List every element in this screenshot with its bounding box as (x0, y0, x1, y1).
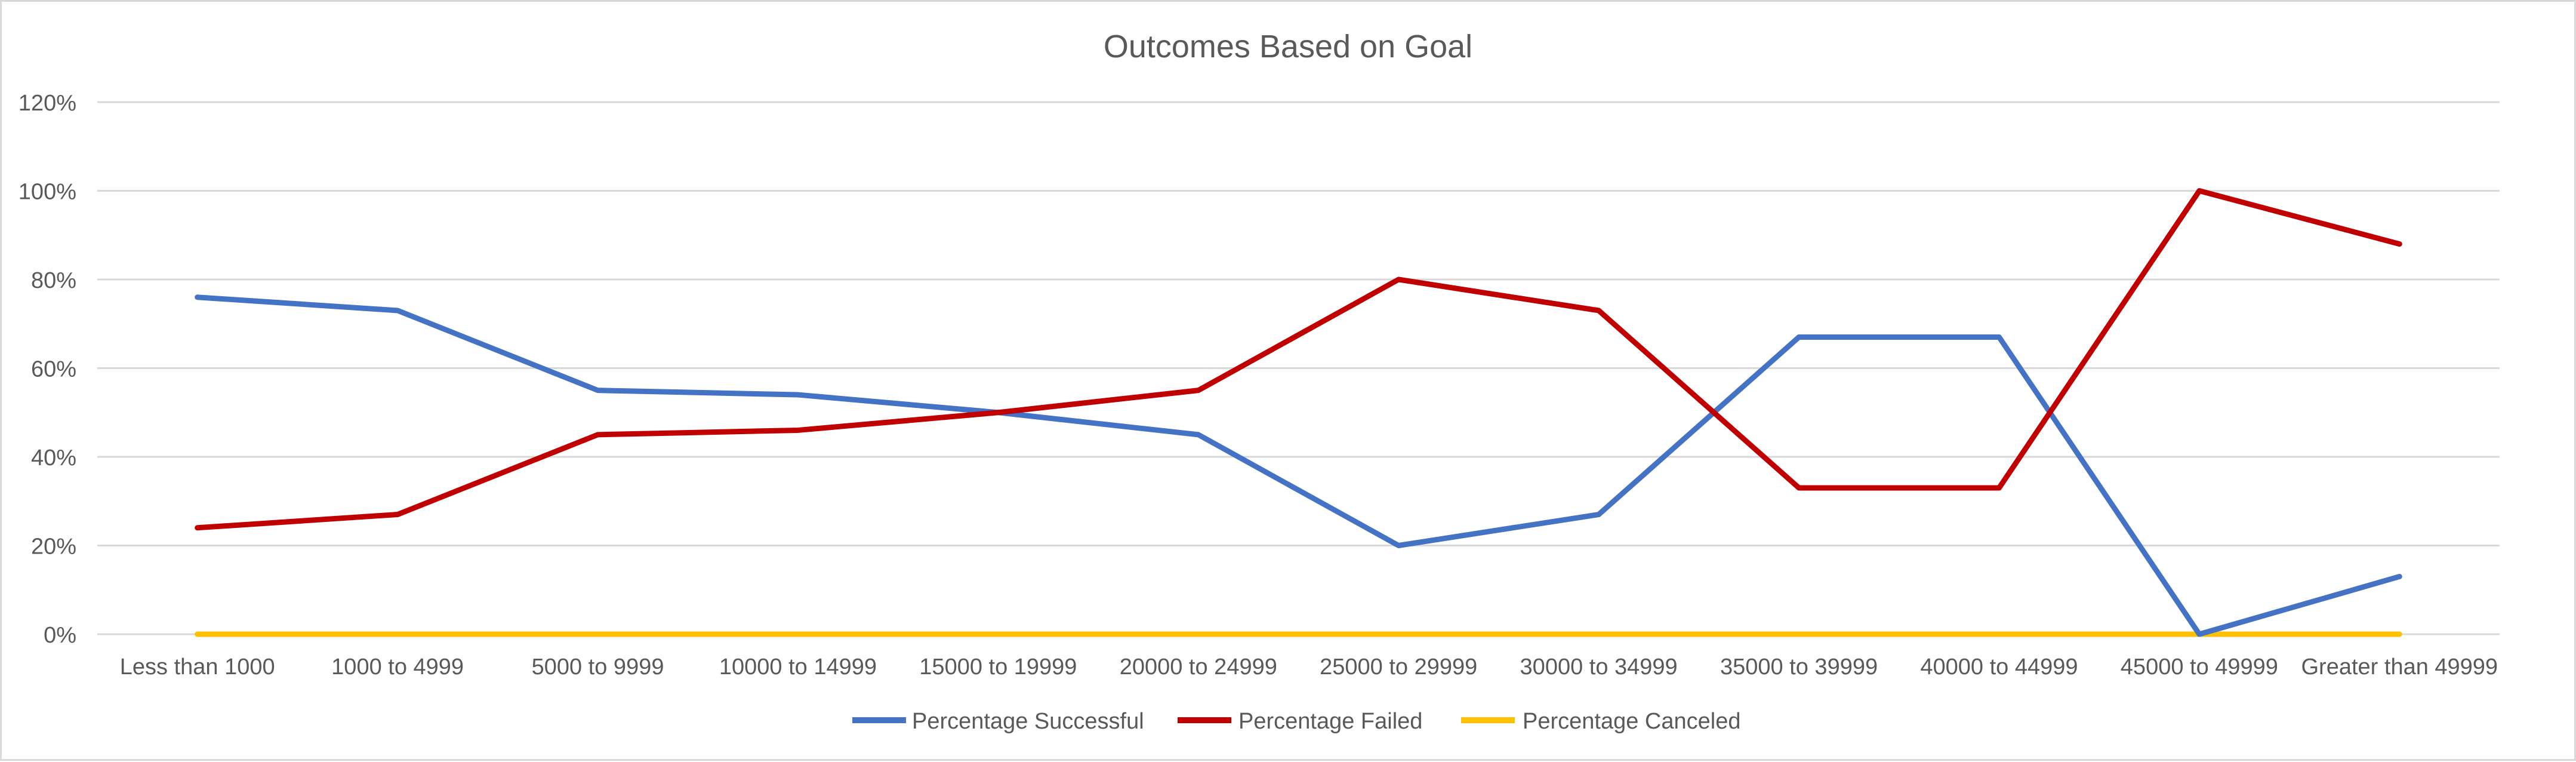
y-tick-label: 80% (31, 268, 76, 293)
legend: Percentage Successful Percentage Failed Pe… (852, 709, 1740, 734)
y-tick-label: 60% (31, 357, 76, 382)
x-tick-label: 1000 to 4999 (331, 655, 464, 680)
x-axis-ticks: Less than 1000 1000 to 4999 5000 to 9999 10… (120, 655, 2498, 680)
series-line-percentage-successful (198, 297, 2400, 634)
y-tick-label: 0% (44, 623, 76, 648)
y-axis-ticks: 0% 20% 40% 60% 80% 100% 120% (19, 91, 76, 648)
gridlines (97, 102, 2500, 634)
x-tick-label: 45000 to 49999 (2121, 655, 2278, 680)
legend-label: Percentage Canceled (1523, 709, 1740, 734)
x-tick-label: 15000 to 19999 (919, 655, 1077, 680)
legend-label: Percentage Successful (912, 709, 1144, 734)
y-tick-label: 100% (19, 180, 76, 205)
x-tick-label: 20000 to 24999 (1120, 655, 1277, 680)
series-line-percentage-failed (198, 191, 2400, 528)
x-tick-label: Less than 1000 (120, 655, 275, 680)
y-tick-label: 40% (31, 445, 76, 471)
legend-label: Percentage Failed (1238, 709, 1422, 734)
x-tick-label: 40000 to 44999 (1920, 655, 2078, 680)
x-tick-label: 35000 to 39999 (1720, 655, 1878, 680)
y-tick-label: 20% (31, 534, 76, 560)
x-tick-label: 30000 to 34999 (1520, 655, 1678, 680)
x-tick-label: 5000 to 9999 (532, 655, 664, 680)
x-tick-label: 10000 to 14999 (719, 655, 877, 680)
chart-title: Outcomes Based on Goal (1104, 29, 1472, 64)
x-tick-label: Greater than 49999 (2301, 655, 2498, 680)
y-tick-label: 120% (19, 91, 76, 116)
x-tick-label: 25000 to 29999 (1320, 655, 1477, 680)
series-group (198, 190, 2400, 634)
